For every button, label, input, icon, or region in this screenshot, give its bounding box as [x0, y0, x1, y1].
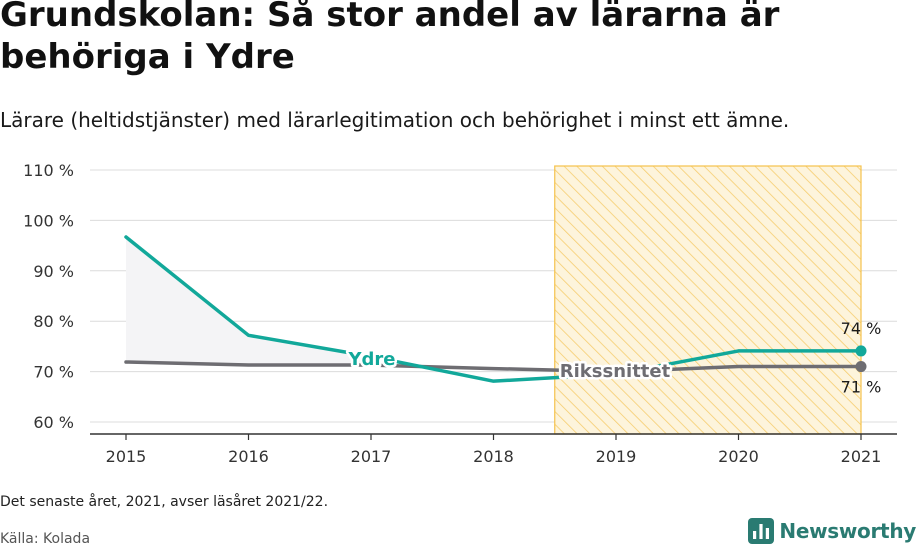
y-tick-label: 60 % — [33, 413, 74, 432]
series-line-riks — [124, 360, 863, 374]
x-tick-label: 2015 — [106, 447, 147, 466]
series-label-ydre-halo: Ydre — [347, 349, 395, 370]
y-tick-label: 70 % — [33, 363, 74, 382]
area-above-average — [126, 237, 371, 366]
y-tick-label: 100 % — [23, 211, 74, 230]
difference-area — [126, 237, 371, 366]
x-tick-label: 2016 — [228, 447, 269, 466]
y-tick-label: 110 % — [23, 161, 74, 180]
line-chart: 60 %70 %80 %90 %100 %110 % 2015 2016 2017 2… — [23, 161, 897, 466]
x-tick-label: 2021 — [841, 447, 882, 466]
series-lines — [124, 235, 867, 383]
x-tick-label: 2019 — [596, 447, 637, 466]
x-tick-label: 2017 — [351, 447, 392, 466]
bar-chart-logo-icon — [748, 518, 775, 544]
x-tick-label: 2020 — [718, 447, 759, 466]
x-axis — [90, 433, 897, 440]
y-axis: 60 % 70 % 80 % 90 % 100 % 110 % — [23, 161, 74, 432]
y-tick-label: 80 % — [33, 312, 74, 331]
end-label-ydre: 74 % — [841, 319, 882, 338]
source-note: Källa: Kolada — [0, 531, 91, 547]
brand-logo: Newsworthy — [748, 518, 916, 544]
footnote: Det senaste året, 2021, avser läsåret 20… — [0, 494, 329, 510]
endpoint-ydre — [855, 345, 867, 357]
chart-title: Grundskolan: Så stor andel av lärarna är… — [0, 0, 780, 77]
highlight-box — [554, 165, 862, 435]
end-label-riks: 71 % — [841, 378, 882, 397]
series-label-riks: Rikssnittet — [560, 361, 671, 382]
series-label-ydre: Ydre — [347, 349, 395, 370]
x-tick-label: 2018 — [473, 447, 514, 466]
endpoint-riks — [855, 361, 867, 373]
chart-subtitle: Lärare (heltidstjänster) med lärarlegiti… — [0, 108, 790, 132]
y-tick-label: 90 % — [33, 262, 74, 281]
highlight-region — [554, 165, 862, 435]
series-line-ydre — [124, 235, 863, 383]
brand-name: Newsworthy — [779, 519, 916, 543]
x-axis-labels: 2015 2016 2017 2018 2019 2020 2021 — [106, 447, 882, 466]
series-label-riks-halo: Rikssnittet — [560, 361, 671, 382]
